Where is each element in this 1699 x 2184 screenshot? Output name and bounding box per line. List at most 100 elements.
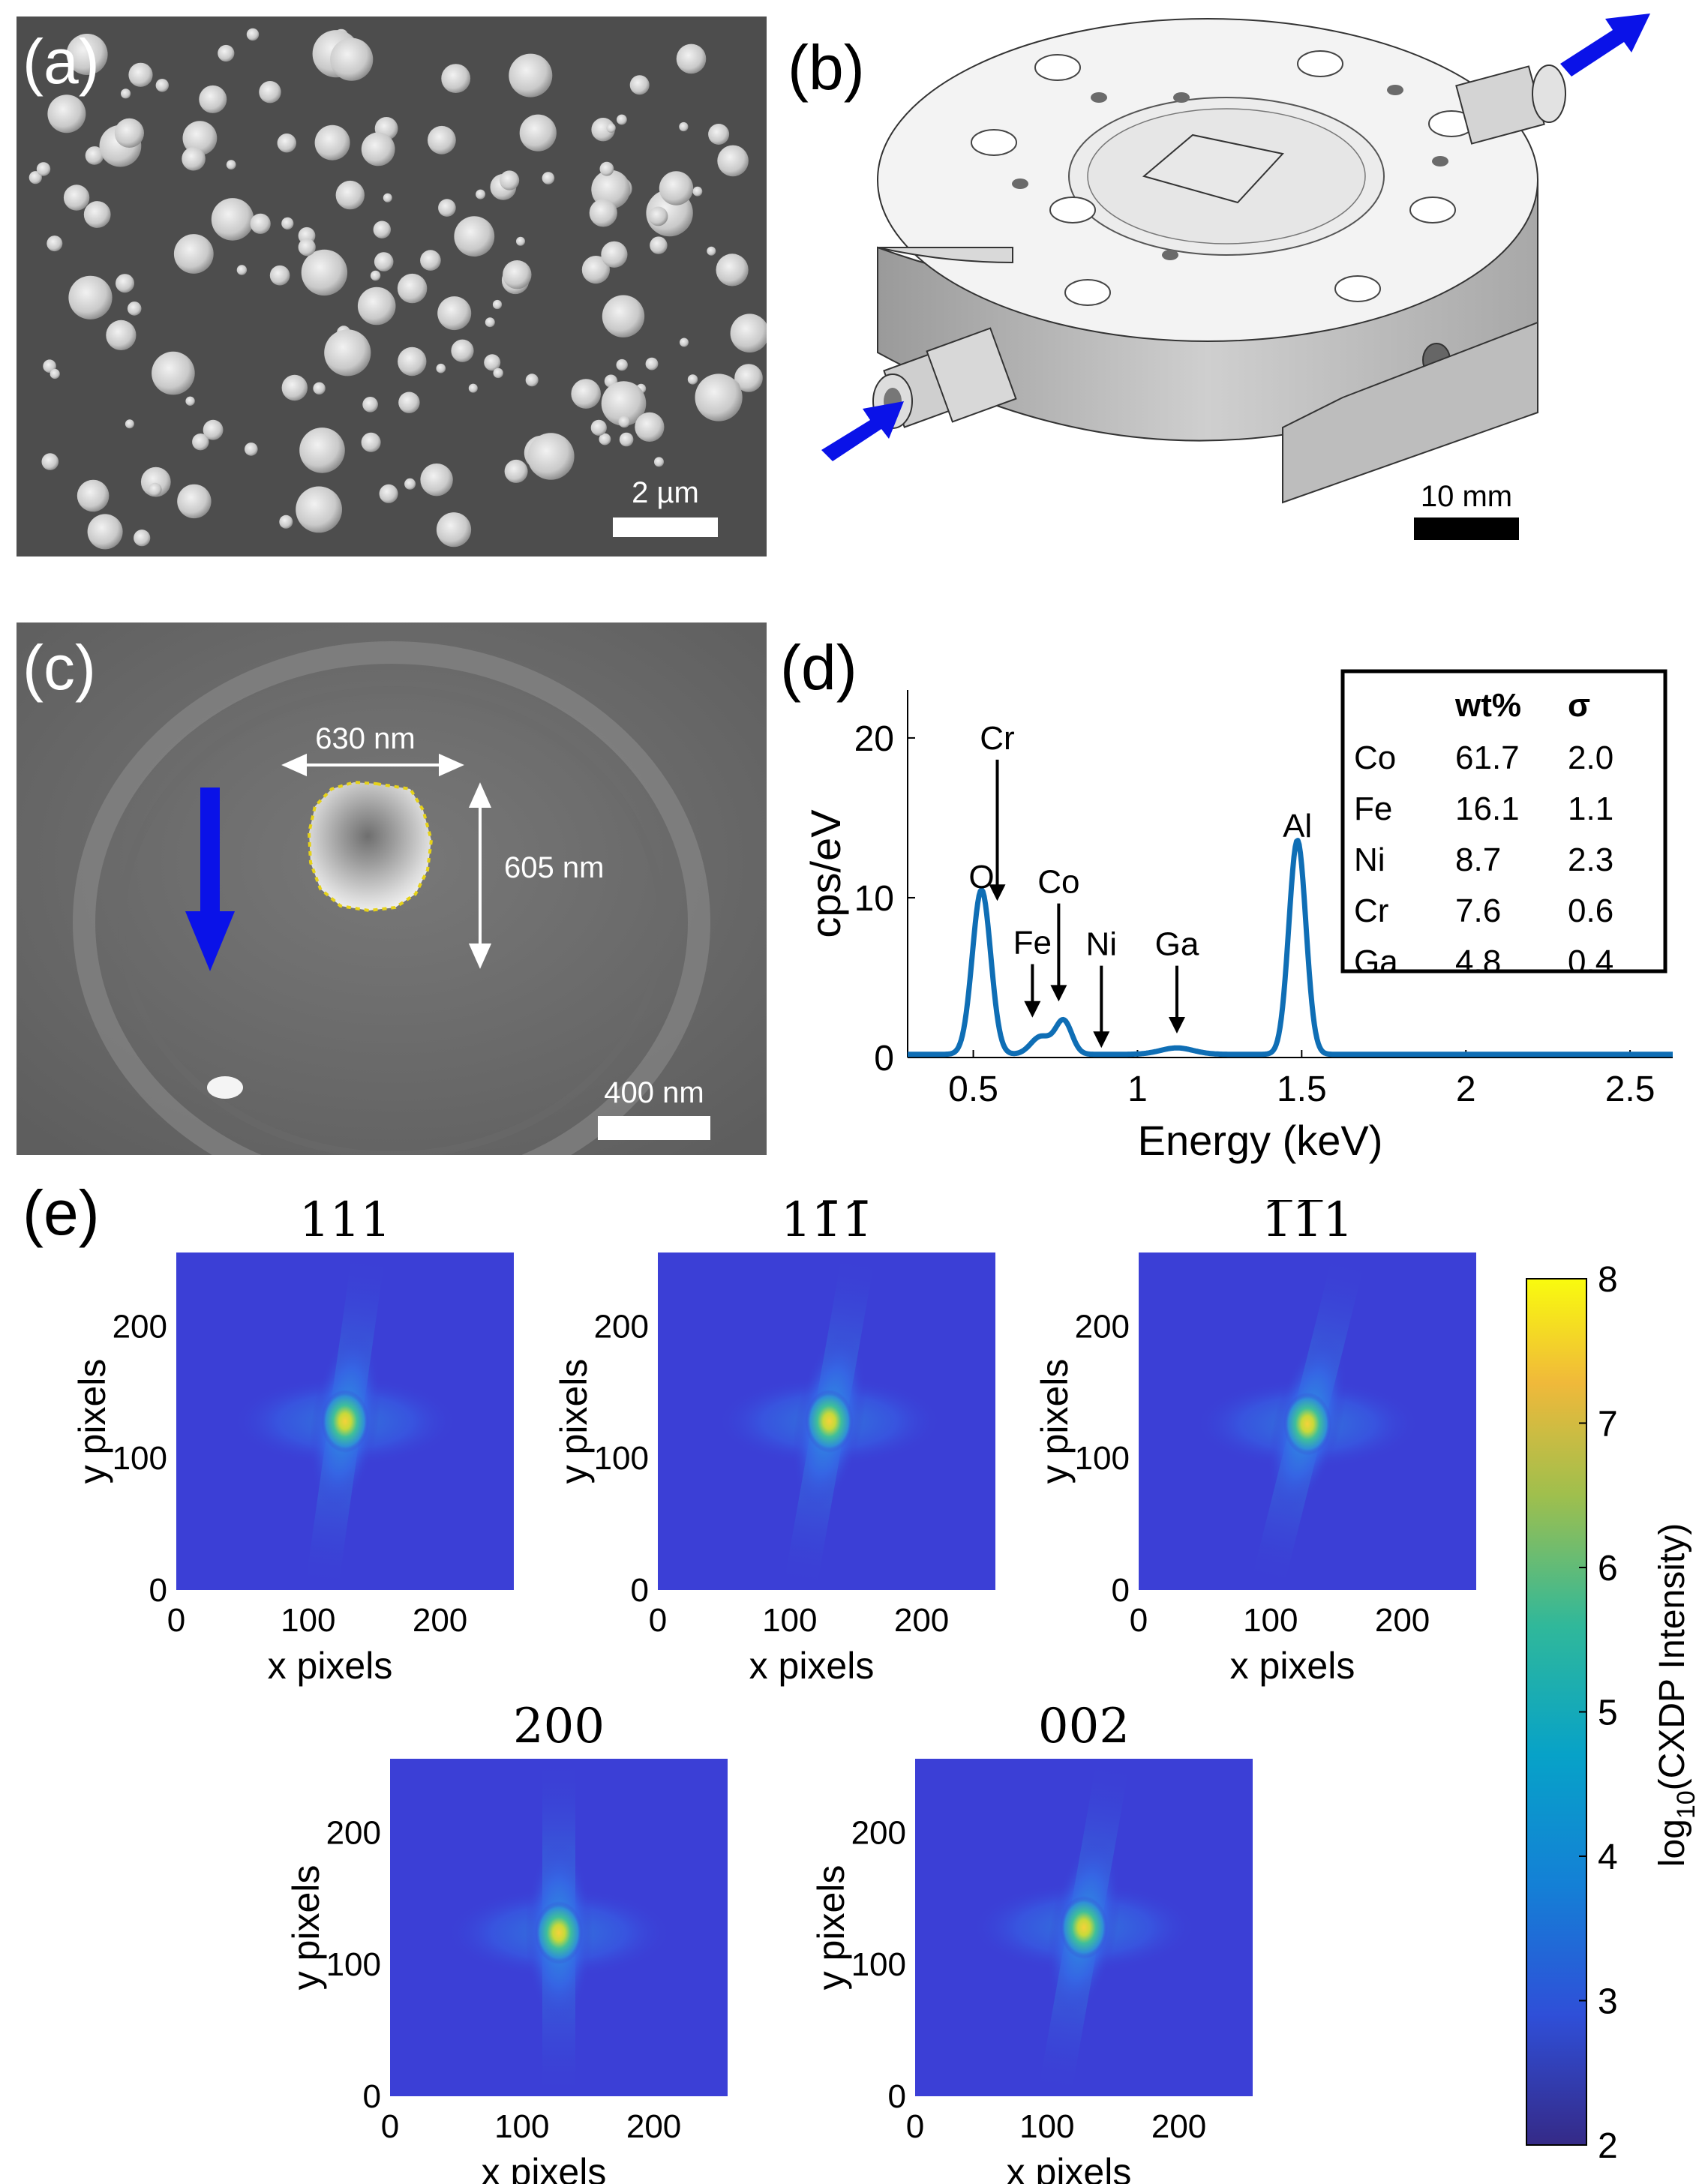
sem-particle	[581, 256, 611, 284]
y-tick-label: 100	[594, 1440, 649, 1477]
beam-arrow	[185, 788, 235, 971]
sem-particle	[50, 368, 60, 380]
table-header: wt%	[1454, 687, 1521, 724]
peak-arrowhead	[1050, 985, 1067, 1002]
flow-arrow-in	[821, 401, 904, 461]
x-tick-label: 100	[1019, 2108, 1074, 2145]
diffraction-peak	[1283, 1392, 1331, 1456]
peak-arrowhead	[1168, 1017, 1185, 1034]
table-cell: 16.1	[1455, 790, 1520, 827]
x-tick-label: 200	[413, 1602, 467, 1639]
diffraction-plot-4: 00 100 100 200 200 x pixels y pixels 200	[285, 1699, 728, 2184]
y-axis-label: y pixels	[553, 1359, 595, 1484]
sem-particle	[404, 478, 416, 490]
y-tick-label: 0	[631, 1572, 649, 1609]
plot-title: 11̄1̄	[781, 1192, 872, 1248]
panel-d-edx-spectrum: 0.5 1 1.5 2 2.5 0 10 20 Energy (keV) cps/eV O Al Cr…	[802, 669, 1674, 1164]
sem-particle	[500, 170, 520, 190]
sem-particle	[269, 265, 290, 286]
sem-particle	[281, 374, 308, 401]
colorbar: 2 3 4 5 6 7 8 log10(CXDP Intensity)	[1526, 1260, 1699, 2166]
width-label: 630 nm	[315, 722, 415, 755]
sem-particle	[192, 434, 209, 451]
sem-particle	[599, 161, 614, 176]
peak-label-cr: Cr	[980, 720, 1014, 757]
sem-particle	[441, 64, 471, 93]
x-axis-label: x pixels	[1230, 1645, 1355, 1687]
x-tick-label: 100	[762, 1602, 817, 1639]
x-axis-label: x pixels	[482, 2151, 607, 2184]
plot-title: 002	[1038, 1699, 1130, 1754]
table-cell: 2.3	[1568, 842, 1613, 878]
sem-particle	[330, 38, 374, 81]
sem-particle	[383, 193, 392, 202]
colorbar-tick-label: 3	[1598, 1982, 1618, 2022]
sem-particle	[106, 320, 137, 350]
sem-particle	[591, 118, 615, 142]
y-tick-label: 0	[888, 2078, 906, 2115]
sem-particle	[259, 81, 281, 104]
sem-particle	[29, 171, 42, 184]
sem-particle	[476, 189, 486, 200]
sem-particle	[589, 199, 617, 227]
sem-particle	[250, 213, 271, 234]
table-cell: Cr	[1354, 892, 1388, 929]
colorbar-tick-label: 6	[1598, 1549, 1618, 1588]
sem-particle	[525, 374, 539, 387]
sem-particle	[516, 236, 525, 246]
sem-particle	[730, 314, 767, 352]
sem-particle	[301, 249, 348, 296]
y-tick-label: 0	[1112, 1572, 1130, 1609]
sem-particle	[436, 363, 446, 374]
x-tick-label: 0	[381, 2108, 399, 2145]
flow-arrow-out	[1560, 14, 1650, 76]
sem-particle	[571, 379, 601, 409]
sem-particle	[680, 338, 689, 347]
sem-particle	[246, 28, 260, 41]
y-tick-label: 0	[149, 1572, 167, 1609]
sem-particle	[77, 479, 110, 512]
sem-particle	[182, 146, 206, 171]
sem-particle	[127, 302, 142, 316]
sem-particle	[155, 79, 169, 92]
sem-particle	[66, 34, 108, 75]
sem-particle	[152, 351, 195, 395]
y-axis-label: cps/eV	[802, 809, 849, 938]
diffraction-plot-5: 00 100 100 200 200 x pixels y pixels 002	[810, 1699, 1253, 2184]
sem-particle	[370, 270, 381, 281]
x-tick-label: 200	[1151, 2108, 1206, 2145]
colorbar-tick-label: 5	[1598, 1694, 1618, 1733]
table-cell: 2.0	[1568, 740, 1613, 776]
sem-particle	[420, 464, 453, 496]
composition-table: wt% σ Co 61.7 2.0 Fe 16.1 1.1 Ni 8.7 2.3 Cr 7.6 0.6 Ga…	[1340, 669, 1667, 980]
peak-arrowhead	[1024, 1000, 1041, 1018]
diffraction-plot-1: 00 100 100 200 200 x pixels y pixels 111	[71, 1192, 514, 1687]
y-tick-label: 200	[1075, 1308, 1130, 1345]
scalebar-b	[1414, 518, 1519, 540]
table-cell: 0.4	[1568, 944, 1613, 980]
plot-title: 1̅1̅1	[1262, 1192, 1353, 1248]
sem-particle	[361, 132, 395, 166]
x-tick-label: 2	[1456, 1070, 1476, 1109]
peak-label-al: Al	[1283, 808, 1312, 844]
sem-particle	[420, 250, 441, 271]
scalebar-a-label: 2 µm	[632, 476, 699, 509]
sem-particle	[492, 299, 503, 310]
sem-particle	[493, 368, 503, 379]
sem-particle	[616, 358, 628, 371]
diffraction-peak	[805, 1390, 854, 1453]
sem-particle	[397, 273, 428, 304]
spectrum-line	[906, 838, 1674, 1058]
sem-particle	[296, 486, 342, 533]
x-tick-label: 200	[894, 1602, 949, 1639]
diffraction-plot-3: 00 100 100 200 200 x pixels y pixels 1̅1̅1	[1034, 1192, 1476, 1687]
table-cell: 8.7	[1455, 842, 1501, 878]
y-tick-label: 100	[1075, 1440, 1130, 1477]
sem-particle	[509, 53, 553, 98]
sem-particle	[601, 241, 628, 268]
sem-particle	[716, 254, 749, 286]
sem-particle	[635, 412, 665, 442]
colorbar-tick-label: 8	[1598, 1260, 1618, 1300]
sem-particle	[36, 162, 51, 176]
